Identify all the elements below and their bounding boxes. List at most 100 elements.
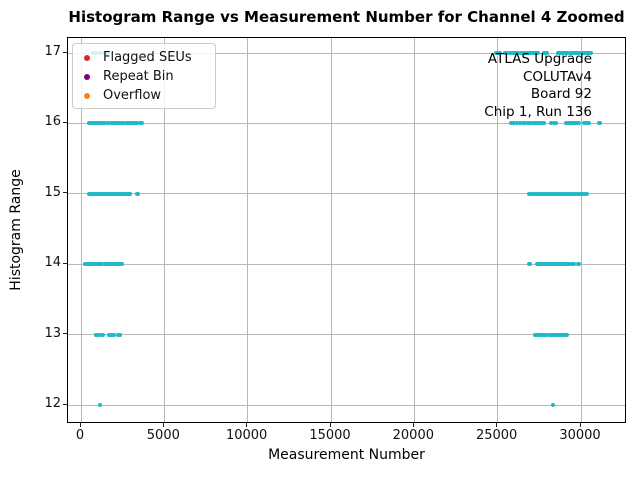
data-point bbox=[507, 51, 512, 55]
gridline-vertical bbox=[497, 38, 499, 422]
annotation-line: COLUTAv4 bbox=[522, 68, 592, 85]
x-axis-label: Measurement Number bbox=[268, 447, 425, 463]
data-point bbox=[520, 121, 525, 126]
legend-item-label: Overflow bbox=[103, 88, 162, 103]
legend-item-label: Repeat Bin bbox=[103, 69, 174, 84]
data-point bbox=[101, 121, 105, 126]
data-point bbox=[576, 262, 581, 267]
x-tick-mark bbox=[246, 423, 248, 427]
gridline-vertical bbox=[247, 38, 249, 422]
legend-marker-icon bbox=[84, 92, 90, 99]
data-point bbox=[503, 51, 508, 55]
data-point bbox=[139, 121, 144, 126]
data-point bbox=[566, 51, 571, 55]
chart-title: Histogram Range vs Measurement Number fo… bbox=[68, 8, 625, 26]
x-tick-mark bbox=[79, 423, 81, 427]
data-point bbox=[554, 121, 558, 126]
data-point bbox=[587, 121, 591, 126]
data-point bbox=[105, 121, 110, 126]
data-point bbox=[572, 262, 577, 267]
legend-item-flagged-seus: Flagged SEUs bbox=[73, 48, 215, 67]
y-tick-label: 14 bbox=[44, 255, 61, 271]
legend-marker-icon bbox=[84, 54, 90, 61]
legend-marker-icon bbox=[84, 73, 90, 80]
gridline-horizontal bbox=[68, 193, 625, 195]
data-point bbox=[127, 191, 132, 196]
x-tick-mark bbox=[162, 423, 164, 427]
data-point bbox=[549, 121, 553, 126]
data-point bbox=[597, 121, 602, 126]
x-tick-mark bbox=[579, 423, 581, 427]
legend-item-label: Flagged SEUs bbox=[103, 50, 192, 65]
y-tick-mark bbox=[63, 333, 67, 335]
data-point bbox=[530, 121, 535, 126]
data-point bbox=[551, 403, 555, 407]
data-point bbox=[543, 332, 548, 337]
data-point bbox=[511, 51, 516, 55]
x-tick-label: 0 bbox=[75, 428, 85, 443]
y-tick-mark bbox=[63, 121, 67, 123]
data-point bbox=[99, 262, 104, 267]
y-axis-label: Histogram Range bbox=[8, 169, 24, 291]
data-point bbox=[103, 121, 108, 126]
data-point bbox=[523, 121, 528, 126]
y-tick-label: 15 bbox=[44, 184, 61, 200]
data-point bbox=[116, 332, 121, 337]
y-tick-label: 13 bbox=[44, 325, 61, 341]
data-point bbox=[512, 121, 517, 126]
data-point bbox=[136, 191, 141, 196]
data-point bbox=[96, 332, 100, 337]
x-tick-mark bbox=[496, 423, 498, 427]
annotation-line: ATLAS Upgrade bbox=[487, 51, 592, 67]
gridline-vertical bbox=[330, 38, 332, 422]
x-tick-label: 25000 bbox=[475, 428, 518, 443]
annotation-line: Board 92 bbox=[530, 86, 592, 102]
x-tick-mark bbox=[329, 423, 331, 427]
x-tick-label: 10000 bbox=[225, 428, 268, 443]
y-tick-mark bbox=[63, 51, 67, 53]
data-point bbox=[112, 332, 117, 337]
data-point bbox=[134, 121, 139, 126]
gridline-horizontal bbox=[68, 404, 625, 406]
gridline-horizontal bbox=[68, 263, 625, 265]
data-point bbox=[498, 51, 503, 55]
gridline-vertical bbox=[413, 38, 415, 422]
data-point bbox=[118, 332, 123, 337]
data-point bbox=[551, 121, 556, 126]
data-point bbox=[496, 51, 501, 55]
legend-item-overflow: Overflow bbox=[73, 86, 215, 105]
data-point bbox=[101, 332, 105, 337]
data-point bbox=[576, 51, 581, 55]
data-point bbox=[588, 51, 593, 55]
data-point bbox=[576, 121, 581, 126]
gridline-vertical bbox=[580, 38, 582, 422]
data-point bbox=[98, 121, 103, 126]
data-point bbox=[544, 51, 549, 55]
data-point bbox=[120, 262, 125, 267]
annotation-block: ATLAS Upgrade COLUTAv4 Board 92 Chip 1, Run… bbox=[484, 51, 592, 121]
data-point bbox=[536, 51, 541, 55]
gridline-horizontal bbox=[68, 52, 625, 54]
data-point bbox=[121, 121, 125, 126]
data-point bbox=[580, 191, 585, 196]
gridline-horizontal bbox=[68, 122, 625, 124]
x-tick-label: 20000 bbox=[392, 428, 434, 443]
y-tick-label: 17 bbox=[44, 44, 61, 59]
gridline-vertical bbox=[163, 38, 165, 422]
data-point bbox=[525, 121, 530, 126]
gridline-vertical bbox=[80, 38, 82, 422]
data-point bbox=[516, 51, 521, 55]
data-point bbox=[509, 51, 514, 55]
y-tick-mark bbox=[63, 192, 67, 194]
x-tick-label: 5000 bbox=[146, 428, 180, 443]
x-tick-label: 15000 bbox=[309, 428, 351, 443]
legend-item-repeat-bin: Repeat Bin bbox=[73, 67, 215, 86]
x-tick-label: 30000 bbox=[559, 428, 601, 443]
data-point bbox=[505, 51, 510, 55]
annotation-line: Chip 1, Run 136 bbox=[484, 103, 592, 120]
data-point bbox=[515, 121, 519, 126]
gridline-horizontal bbox=[68, 334, 625, 336]
y-tick-mark bbox=[63, 403, 67, 405]
data-point bbox=[528, 121, 533, 126]
